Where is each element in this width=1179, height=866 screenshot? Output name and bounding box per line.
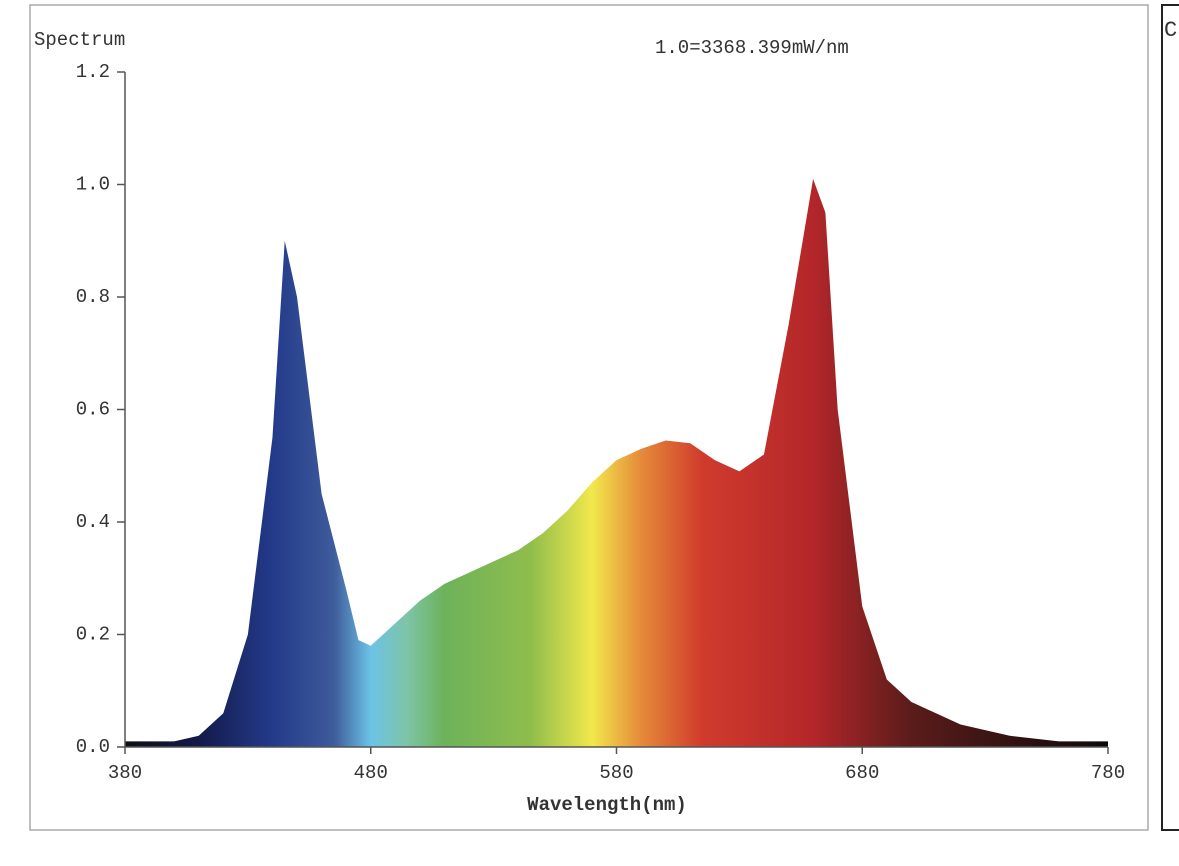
x-tick-label: 480 xyxy=(354,762,388,784)
x-tick-label: 380 xyxy=(108,762,142,784)
y-tick-label: 0.8 xyxy=(76,286,110,308)
y-tick-label: 0.4 xyxy=(76,511,110,533)
y-tick-label: 0.2 xyxy=(76,624,110,646)
spectrum-area xyxy=(125,178,1108,747)
side-panel xyxy=(1161,4,1179,831)
annotation: 1.0=3368.399mW/nm xyxy=(655,37,849,59)
y-tick-label: 0.0 xyxy=(76,736,110,758)
y-tick-label: 0.6 xyxy=(76,399,110,421)
x-tick-label: 680 xyxy=(845,762,879,784)
side-panel-title: C xyxy=(1164,18,1177,43)
x-axis-title: Wavelength(nm) xyxy=(527,794,687,816)
y-tick-label: 1.0 xyxy=(76,174,110,196)
y-tick-label: 1.2 xyxy=(76,61,110,83)
y-axis-title: Spectrum xyxy=(34,29,125,51)
x-tick-label: 780 xyxy=(1091,762,1125,784)
x-tick-label: 580 xyxy=(599,762,633,784)
